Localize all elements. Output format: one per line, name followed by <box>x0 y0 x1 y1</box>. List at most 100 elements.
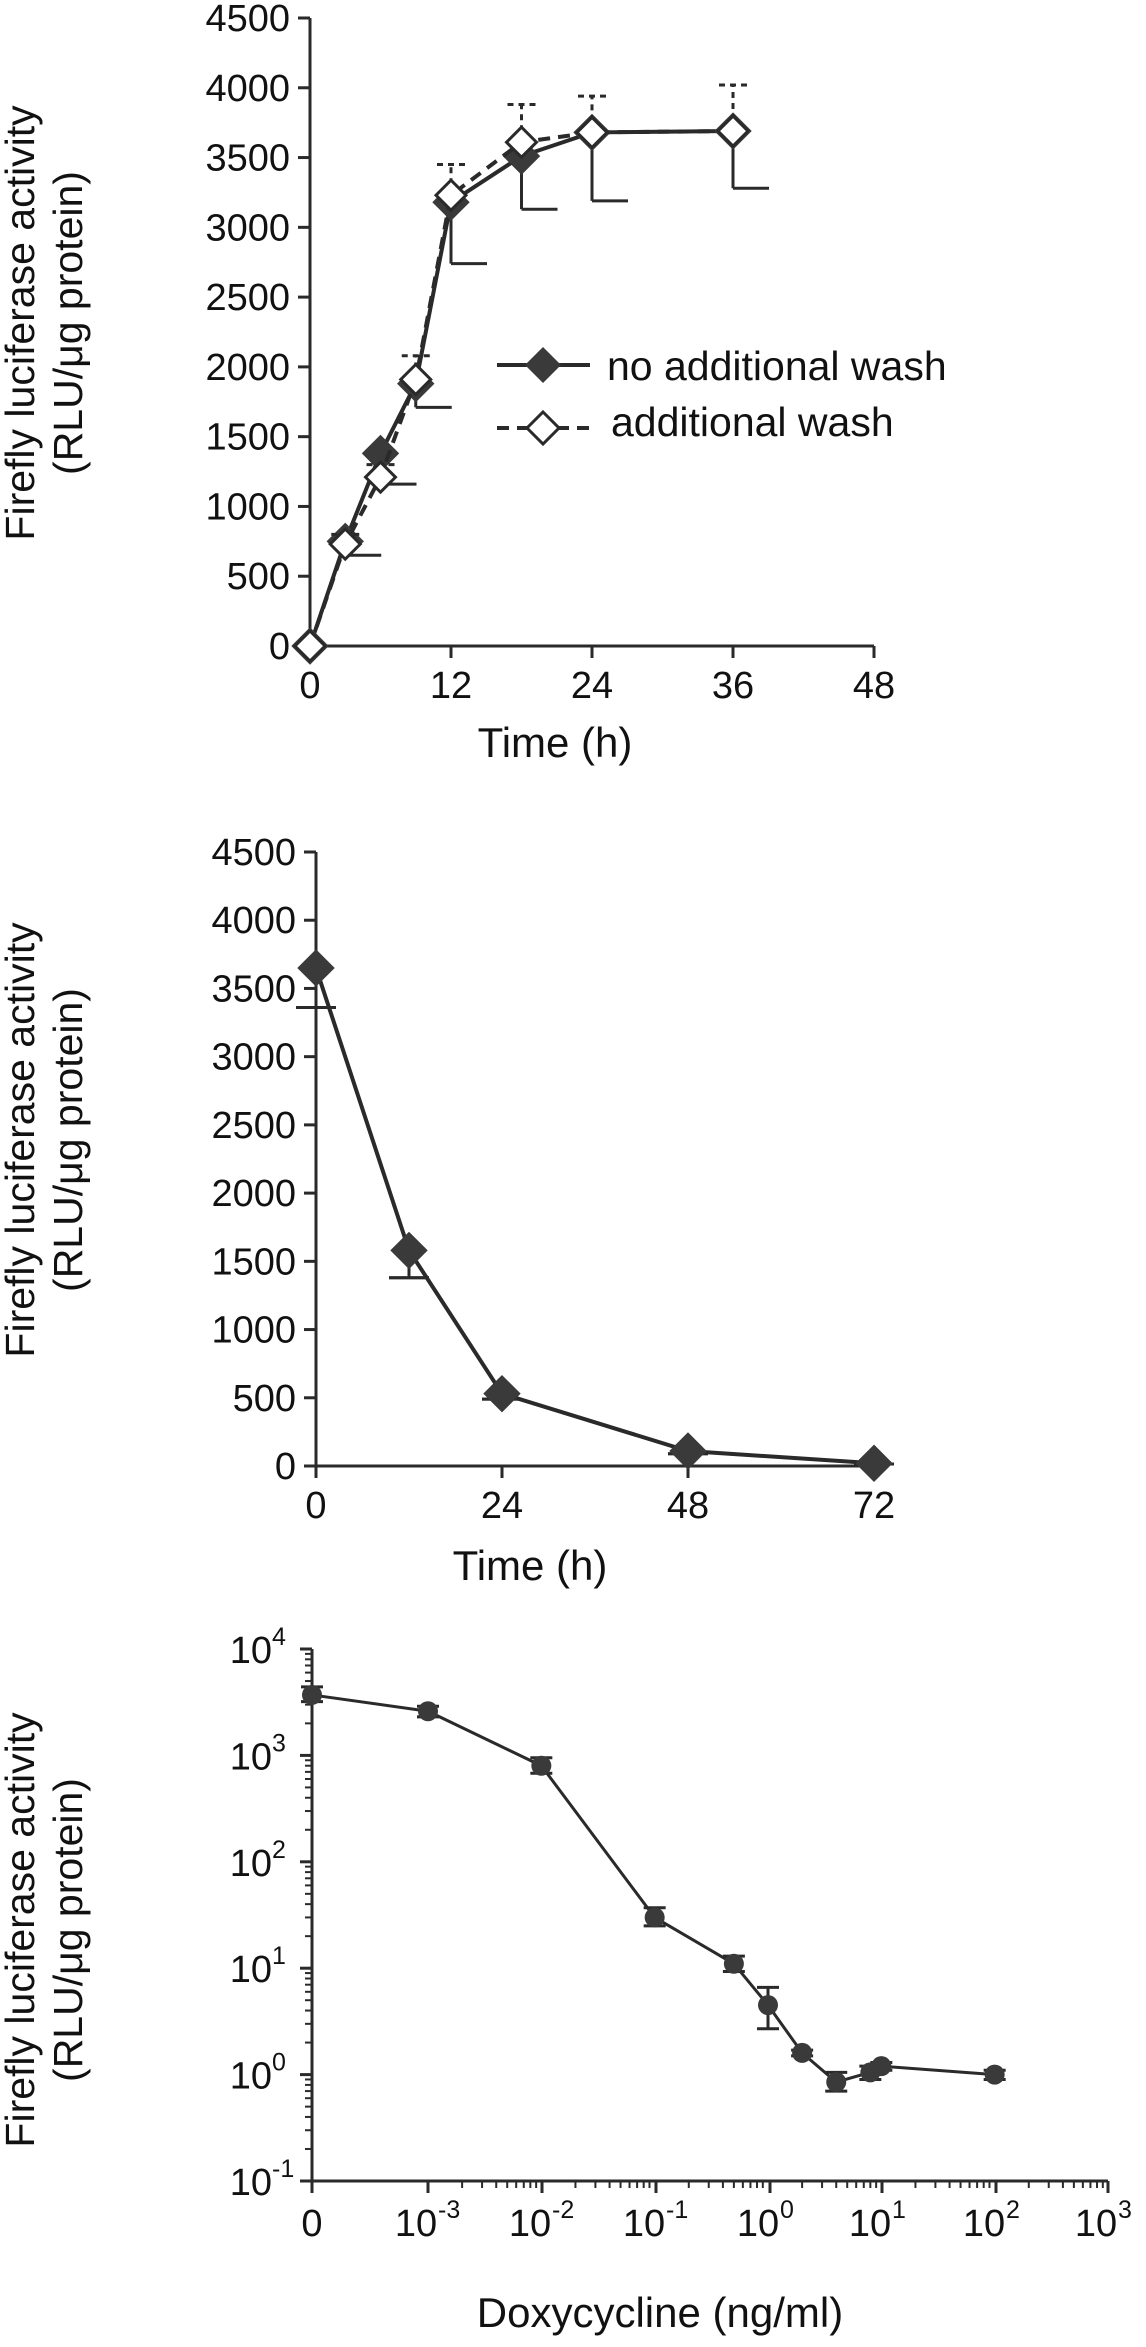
y-tick-exponent: 4 <box>272 1623 286 1651</box>
legend-marker-open-diamond <box>524 409 562 447</box>
y-axis-label-line2: (RLU/μg protein) <box>45 988 91 1292</box>
data-point-s1-2 <box>363 460 398 495</box>
axes: 0 500 1000 1500 2000 2500 3000 3500 4000 4500 0 24 4… <box>211 832 895 1527</box>
x-axis-label: Time (h) <box>478 719 633 766</box>
x-tick-label: 0 <box>305 1485 326 1527</box>
plot-area <box>296 949 894 1482</box>
y-tick-label: 10 <box>230 1736 272 1778</box>
x-tick-label: 10 <box>849 2203 891 2245</box>
data-point-s1-4 <box>433 178 469 213</box>
data-point-5 <box>758 1995 778 2016</box>
data-point-4 <box>723 1953 744 1974</box>
x-tick-label: 24 <box>571 665 613 707</box>
y-tick-label: 4500 <box>211 832 296 874</box>
x-tick-label: 10 <box>395 2203 437 2245</box>
legend: no additional wash additional wash <box>497 343 947 447</box>
x-tick-label: 72 <box>853 1485 895 1527</box>
y-tick-label: 10 <box>230 1843 272 1885</box>
data-point-s1-3 <box>398 362 433 397</box>
data-point-s0-0 <box>297 949 335 987</box>
y-tick-label: 2500 <box>205 277 290 319</box>
x-tick-label: 48 <box>853 665 895 707</box>
y-tick-label: 1000 <box>205 486 290 528</box>
data-point-s0-3 <box>669 1432 707 1470</box>
x-tick-exponent: 0 <box>780 2196 794 2224</box>
y-tick-label: 3000 <box>205 207 290 249</box>
x-tick-exponent: -1 <box>666 2196 688 2224</box>
y-tick-label: 4000 <box>205 68 290 110</box>
y-tick-exponent: 3 <box>272 1729 286 1757</box>
y-tick-label: 2000 <box>211 1173 296 1215</box>
y-tick-label: 0 <box>269 626 290 668</box>
chart-panel-dose-response: Firefly luciferase activity (RLU/μg prot… <box>0 1623 1132 2336</box>
data-point-7 <box>826 2072 847 2093</box>
y-tick-exponent: -1 <box>272 2155 294 2183</box>
x-tick-exponent: 2 <box>1006 2196 1020 2224</box>
data-point-2 <box>531 1755 552 1776</box>
x-tick-exponent: -2 <box>552 2196 574 2224</box>
x-tick-label: 10 <box>623 2203 665 2245</box>
y-axis-label-line1: Firefly luciferase activity <box>0 922 43 1358</box>
data-point-s1-1 <box>328 527 363 562</box>
data-point-s1-5 <box>504 125 539 160</box>
y-tick-exponent: 1 <box>272 1942 286 1970</box>
y-axis-label-line2: (RLU/μg protein) <box>45 171 91 475</box>
x-tick-label: 0 <box>301 2203 322 2245</box>
y-axis-label-line1: Firefly luciferase activity <box>0 105 43 541</box>
y-tick-label: 1500 <box>205 417 290 459</box>
legend-label-additional-wash: additional wash <box>611 399 894 445</box>
axes: 10 -110 010 110 210 310 40 10 -3 10 -2 10 -1 10 0 10 1 10… <box>230 1623 1132 2245</box>
x-tick-label: 0 <box>299 665 320 707</box>
data-point-10 <box>984 2064 1005 2085</box>
y-tick-label: 0 <box>275 1446 296 1488</box>
y-tick-label: 10 <box>230 1949 272 1991</box>
plot-area <box>291 83 769 665</box>
x-tick-label: 36 <box>712 665 754 707</box>
y-tick-exponent: 2 <box>272 1836 286 1864</box>
data-point-s1-7 <box>715 113 751 149</box>
series-line <box>311 1693 995 2084</box>
data-point-s1-6 <box>574 115 610 150</box>
x-tick-exponent: 1 <box>892 2196 906 2224</box>
chart-panel-time-course-induction: Firefly luciferase activity (RLU/μg prot… <box>0 0 947 766</box>
y-tick-label: 500 <box>233 1378 296 1420</box>
data-point-9 <box>871 2056 892 2077</box>
series-line-0 <box>314 967 875 1466</box>
y-tick-label: 3500 <box>205 138 290 180</box>
y-axis-label-line1: Firefly luciferase activity <box>0 1712 43 2148</box>
x-tick-label: 10 <box>737 2203 779 2245</box>
data-point-1 <box>418 1701 438 1722</box>
chart-panel-time-course-decay: Firefly luciferase activity (RLU/μg prot… <box>0 832 895 1589</box>
y-tick-exponent: 0 <box>272 2049 286 2077</box>
y-axis-label-line2: (RLU/μg protein) <box>45 1778 91 2082</box>
y-tick-label: 500 <box>227 556 290 598</box>
x-tick-label: 10 <box>509 2203 551 2245</box>
y-tick-label: 2500 <box>211 1105 296 1147</box>
x-tick-exponent: 3 <box>1118 2196 1132 2224</box>
y-tick-label: 1500 <box>211 1241 296 1283</box>
x-tick-label: 10 <box>1075 2203 1117 2245</box>
x-axis-label: Doxycycline (ng/ml) <box>477 2289 843 2336</box>
data-point-s0-4 <box>855 1444 893 1482</box>
legend-marker-filled-diamond <box>525 347 561 383</box>
x-tick-label: 12 <box>430 665 472 707</box>
y-tick-label: 3000 <box>211 1037 296 1079</box>
data-point-3 <box>644 1907 665 1928</box>
y-tick-label: 4000 <box>211 900 296 942</box>
x-tick-exponent: -3 <box>438 2196 460 2224</box>
y-tick-label: 10 <box>230 1630 272 1672</box>
data-point-s1-0 <box>292 628 328 664</box>
y-tick-label: 10 <box>230 2056 272 2098</box>
data-point-s0-2 <box>483 1374 521 1413</box>
y-tick-label: 4500 <box>205 0 290 40</box>
plot-area <box>301 1684 1006 2093</box>
x-tick-label: 10 <box>963 2203 1005 2245</box>
data-point-6 <box>792 2042 813 2063</box>
y-tick-label: 3500 <box>211 968 296 1010</box>
x-tick-label: 48 <box>667 1485 709 1527</box>
y-tick-label: 1000 <box>211 1310 296 1352</box>
x-tick-label: 24 <box>481 1485 523 1527</box>
axes: 0 500 1000 1500 2000 2500 3000 3500 4000 4500 0 12 2… <box>205 0 895 707</box>
data-point-s0-1 <box>390 1231 428 1270</box>
